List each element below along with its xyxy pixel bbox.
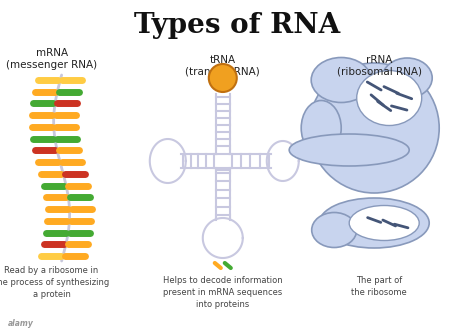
Text: mRNA
(messenger RNA): mRNA (messenger RNA) <box>6 48 97 70</box>
Ellipse shape <box>382 58 432 98</box>
Text: The part of
the ribosome: The part of the ribosome <box>351 276 407 297</box>
Ellipse shape <box>349 206 419 241</box>
Ellipse shape <box>309 63 439 193</box>
Text: rRNA
(ribosomal RNA): rRNA (ribosomal RNA) <box>337 55 422 77</box>
Ellipse shape <box>312 212 357 248</box>
Circle shape <box>209 64 237 92</box>
Text: tRNA
(transfer RNA): tRNA (transfer RNA) <box>185 55 260 77</box>
Ellipse shape <box>311 57 371 102</box>
Ellipse shape <box>301 100 341 156</box>
Text: Read by a ribosome in
the process of synthesizing
a protein: Read by a ribosome in the process of syn… <box>0 266 109 299</box>
Text: Types of RNA: Types of RNA <box>134 12 340 39</box>
Ellipse shape <box>357 71 422 126</box>
Text: alamy: alamy <box>8 319 34 328</box>
Ellipse shape <box>289 134 409 166</box>
Ellipse shape <box>319 198 429 248</box>
Text: Helps to decode information
present in mRNA sequences
into proteins: Helps to decode information present in m… <box>163 276 283 308</box>
